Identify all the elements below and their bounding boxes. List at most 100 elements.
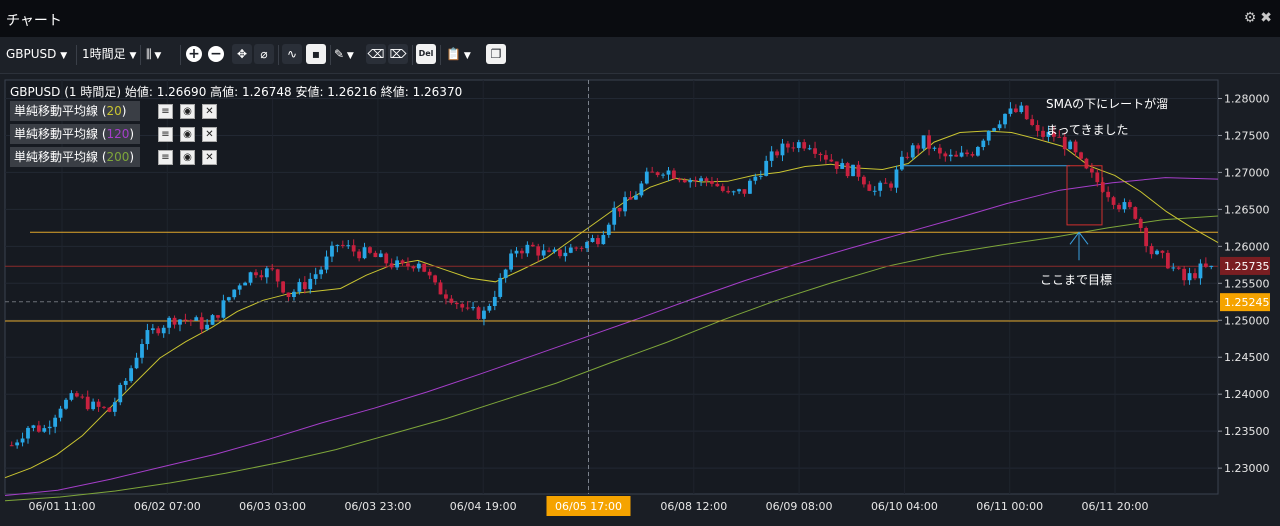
eye-icon[interactable]: ◉ [180,150,195,165]
candle-body [921,135,926,149]
candle-body [954,154,959,157]
eraser-all-icon[interactable]: ⌦ [388,44,408,64]
candle-body [150,328,155,331]
candle-body [959,152,964,157]
candle-body [465,307,470,309]
candle-body [476,307,481,319]
candle-body [129,368,134,381]
candle-body [178,319,182,325]
crosshair-icon[interactable]: ✥ [232,44,252,64]
candle-body [107,407,112,412]
timeframe-select[interactable]: 1時間足 ▼ [82,43,140,65]
candle-body [53,417,58,427]
magnet-icon[interactable]: ⌀ [254,44,274,64]
y-tick-label: 1.24000 [1224,388,1270,401]
candle-body [688,179,693,183]
candle-body [1117,204,1121,210]
legend-param: 120 [106,127,130,141]
candle-body [1193,273,1197,279]
draw-pen-button[interactable]: ✎ ▼ [334,43,364,65]
candle-body [26,427,30,439]
candle-body [520,250,524,254]
candle-body [552,249,557,252]
legend-label: 単純移動平均線 [14,150,99,164]
settings-icon[interactable]: ≡ [158,150,173,165]
candle-body [623,197,627,212]
y-tick-label: 1.23000 [1224,462,1270,475]
x-tick-label: 06/11 00:00 [976,500,1043,513]
chevron-down-icon: ▼ [151,51,162,61]
candle-body [910,145,915,158]
chart-type-icon: ⫼ [146,47,152,61]
candle-body [1057,136,1062,138]
candle-body [975,147,980,156]
candle-body [617,207,622,212]
window-icon[interactable]: ❐ [486,44,506,64]
close-icon[interactable]: ✕ [202,150,217,165]
candle-body [775,151,779,156]
zoom-out-icon[interactable]: − [208,46,224,62]
close-icon[interactable]: ✖ [1260,10,1272,26]
eye-icon[interactable]: ◉ [180,104,195,119]
chart-ohlc-info: GBPUSD (1 時間足) 始値: 1.26690 高値: 1.26748 安… [10,85,463,99]
candle-body [997,124,1002,129]
clipboard-button[interactable]: 📋 ▼ [446,43,478,65]
candle-body [357,251,362,259]
candle-body [492,296,497,306]
candle-body [737,189,741,192]
close-icon[interactable]: ✕ [202,104,217,119]
candle-body [161,327,166,334]
candle-body [351,245,356,252]
candle-body [64,399,68,409]
candle-body [243,282,248,286]
candle-body [899,156,904,170]
close-icon[interactable]: ✕ [202,127,217,142]
eraser-icon[interactable]: ⌫ [366,44,386,64]
candle-body [536,246,541,256]
candle-body [15,442,20,446]
candle-body [20,438,25,443]
candle-body [335,244,340,246]
candle-body [487,305,492,311]
chart-type-button[interactable]: ⫼ ▼ [146,43,176,65]
zoom-in-icon[interactable]: + [186,46,202,62]
candle-body [1165,252,1170,269]
candle-body [74,393,79,397]
candle-body [682,180,687,183]
x-tick-label: 06/03 03:00 [239,500,306,513]
candle-body [748,180,752,194]
candle-body [1171,267,1176,269]
candle-body [433,275,437,283]
timeframe-select-label: 1時間足 [82,47,126,61]
candle-body [1106,191,1111,198]
candle-body [1160,250,1165,253]
save-icon[interactable]: ▪ [306,44,326,64]
candle-body [601,234,606,245]
candle-body [720,186,725,191]
candle-body [786,143,790,148]
y-tick-label: 1.26500 [1224,203,1270,216]
legend-sma20: 単純移動平均線 (20) [10,101,140,121]
x-tick-label: 06/10 04:00 [871,500,938,513]
candle-body [596,238,600,245]
candle-body [1149,246,1154,255]
candle-body [851,164,855,177]
x-tick-label: 06/03 23:00 [344,500,411,513]
eye-icon[interactable]: ◉ [180,127,195,142]
candle-body [346,245,351,247]
candle-body [927,135,931,149]
candle-body [1024,105,1029,120]
candle-body [563,252,568,257]
candle-body [172,317,177,325]
settings-icon[interactable]: ≡ [158,127,173,142]
settings-icon[interactable]: ≡ [158,104,173,119]
candle-body [1008,108,1013,114]
gear-icon[interactable]: ⚙ [1243,10,1257,26]
symbol-select[interactable]: GBPUSD ▼ [6,43,74,65]
indicator-icon[interactable]: ∿ [282,44,302,64]
chevron-down-icon: ▼ [344,51,354,61]
x-tick-label: 06/04 19:00 [450,500,517,513]
delete-icon[interactable]: Del [416,44,436,64]
candle-body [292,291,296,298]
